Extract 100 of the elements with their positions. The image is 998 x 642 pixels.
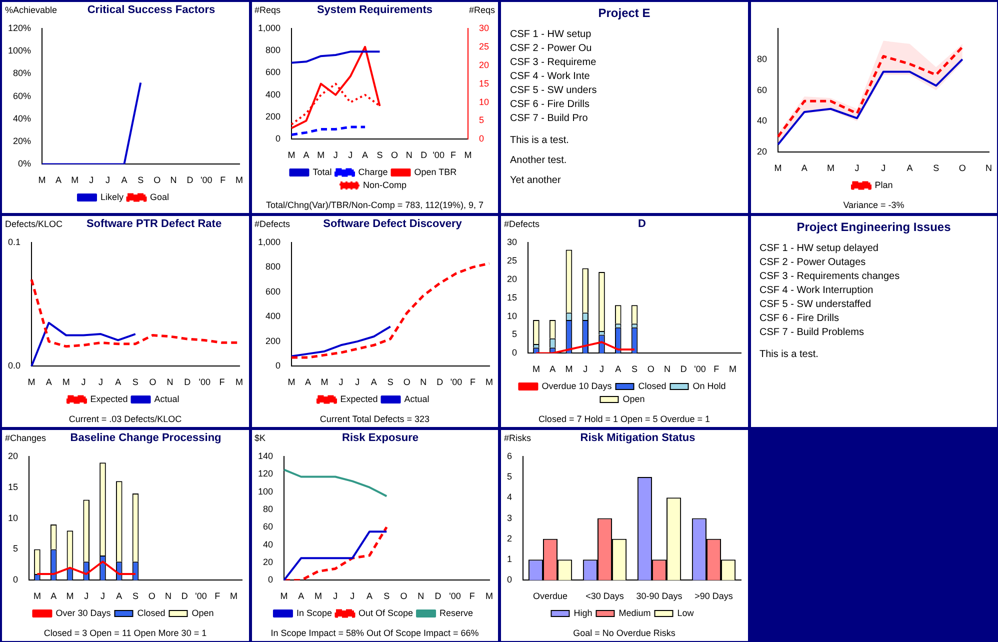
y-tick-label: 20 <box>262 557 273 567</box>
x-tick-label: M <box>320 377 328 388</box>
y-tick-label: 80 <box>756 54 767 64</box>
x-tick-label: D <box>186 175 194 186</box>
x-tick-label: D <box>420 150 428 160</box>
y-tick-label: 40 <box>262 539 273 550</box>
x-tick-label: D <box>181 591 188 602</box>
x-tick-label: J <box>583 364 588 374</box>
y-tick-label: 60 <box>756 84 767 95</box>
x-tick-label: F <box>214 591 221 602</box>
x-tick-label: '00 <box>195 591 207 602</box>
x-tick-label: S <box>383 591 390 602</box>
x-tick-label: J <box>106 175 110 186</box>
x-tick-label: A <box>115 377 122 388</box>
legend-label: Medium <box>618 608 651 618</box>
line-series <box>290 262 490 359</box>
text: CSF 2 - Power Outages <box>758 256 867 270</box>
text: Current Total Defects = 323 <box>318 414 431 425</box>
y2-tick-label: 25 <box>478 41 489 52</box>
y2-tick-label: 10 <box>478 96 489 107</box>
text: Another test. <box>509 154 568 168</box>
x-tick-label: D <box>434 591 442 602</box>
y-tick-label: 800 <box>264 262 280 272</box>
x-tick-label: A <box>615 364 622 374</box>
legend-label: High <box>574 608 592 618</box>
x-tick-label: N <box>166 377 174 388</box>
legend-label: Over 30 Days <box>56 608 112 618</box>
line-series <box>290 126 366 136</box>
x-tick-label: J <box>599 364 604 374</box>
legend-label: Open <box>192 608 214 618</box>
x-tick-label: F <box>468 591 475 602</box>
text: Closed = 3 Open = 11 Open More 30 = 1 <box>42 628 208 639</box>
legend-label: Likely <box>100 192 124 202</box>
y-tick-label: 20 <box>756 146 767 157</box>
x-tick-label: M <box>236 377 243 388</box>
x-tick-label: '00 <box>448 591 460 602</box>
y-tick-label: 15 <box>8 482 18 492</box>
x-tick-label: N <box>165 591 172 602</box>
y-tick-label: 20 <box>506 274 518 284</box>
x-tick-label: N <box>417 591 424 602</box>
x-tick-label: M <box>230 591 238 602</box>
y-tick-label: 20% <box>13 136 32 146</box>
y-tick-label: 140 <box>257 450 273 461</box>
x-tick-label: F <box>219 377 226 388</box>
text: CSF 2 - Power Ou <box>509 42 593 56</box>
x-tick-label: '00 <box>450 377 462 388</box>
y-axis-title: $K <box>254 433 266 443</box>
legend-label: Closed <box>137 608 166 618</box>
legend-label: Open <box>622 394 645 404</box>
legend-label: Total <box>312 166 332 177</box>
x-tick-label: '00 <box>200 175 212 186</box>
legend-label: Expected <box>90 394 128 404</box>
legend-label: Actual <box>404 394 429 404</box>
y-tick-label: 400 <box>264 89 280 100</box>
y-tick-label: 25 <box>506 255 518 266</box>
y2-tick-label: 0 <box>478 134 484 144</box>
y-tick-label: 5 <box>506 472 512 482</box>
x-tick-label: O <box>958 163 966 174</box>
x-tick-label: '00 <box>432 150 444 160</box>
x-tick-label: S <box>376 150 382 160</box>
text: CSF 4 - Work Inte <box>509 70 591 84</box>
x-tick-label: J <box>354 377 360 388</box>
x-tick-label: J <box>854 163 859 174</box>
y-tick-label: 0 <box>275 134 280 144</box>
y-axis-title: #Changes <box>5 433 46 443</box>
y-tick-label: 0 <box>268 574 273 585</box>
y-axis-title: Defects/KLOC <box>5 219 63 229</box>
x-tick-label: D <box>680 364 688 374</box>
x-tick-label: J <box>100 591 105 602</box>
x-tick-label: A <box>550 364 556 374</box>
legend-label: Open TBR <box>414 166 457 177</box>
x-tick-label: N <box>405 150 412 160</box>
x-tick-label: M <box>66 591 74 602</box>
x-tick-label: A <box>370 377 376 388</box>
y-tick-label: 3 <box>506 512 512 523</box>
y-tick-label: 2 <box>506 533 512 544</box>
x-tick-label: M <box>316 150 324 160</box>
x-tick-label: A <box>302 150 309 160</box>
x-tick-label: F <box>714 364 720 374</box>
y-tick-label: 600 <box>264 67 280 78</box>
x-tick-label: S <box>138 175 144 186</box>
x-tick-label: O <box>647 364 654 374</box>
y-tick-label: 30 <box>506 236 518 247</box>
x-tick-label: J <box>98 377 104 388</box>
text: Project Engineering Issues <box>796 220 952 234</box>
y-axis-title: #Defects <box>504 219 540 229</box>
x-tick-label: F <box>450 150 456 160</box>
x-tick-label: A <box>50 591 57 602</box>
x-tick-label: A <box>116 591 122 602</box>
y-tick-label: 100% <box>8 46 32 56</box>
x-tick-label: M <box>33 591 41 602</box>
y-tick-label: 10 <box>8 512 18 523</box>
text: CSF 1 - HW setup delayed <box>758 242 880 256</box>
y-tick-label: 120% <box>8 22 32 33</box>
x-tick-label: J <box>880 163 886 174</box>
y-tick-label: 1 <box>506 554 512 564</box>
text: CSF 5 - SW understaffed <box>758 298 872 312</box>
legend-label: Low <box>677 608 694 618</box>
y-tick-label: 0 <box>12 574 18 585</box>
x-tick-label: N <box>664 364 671 374</box>
